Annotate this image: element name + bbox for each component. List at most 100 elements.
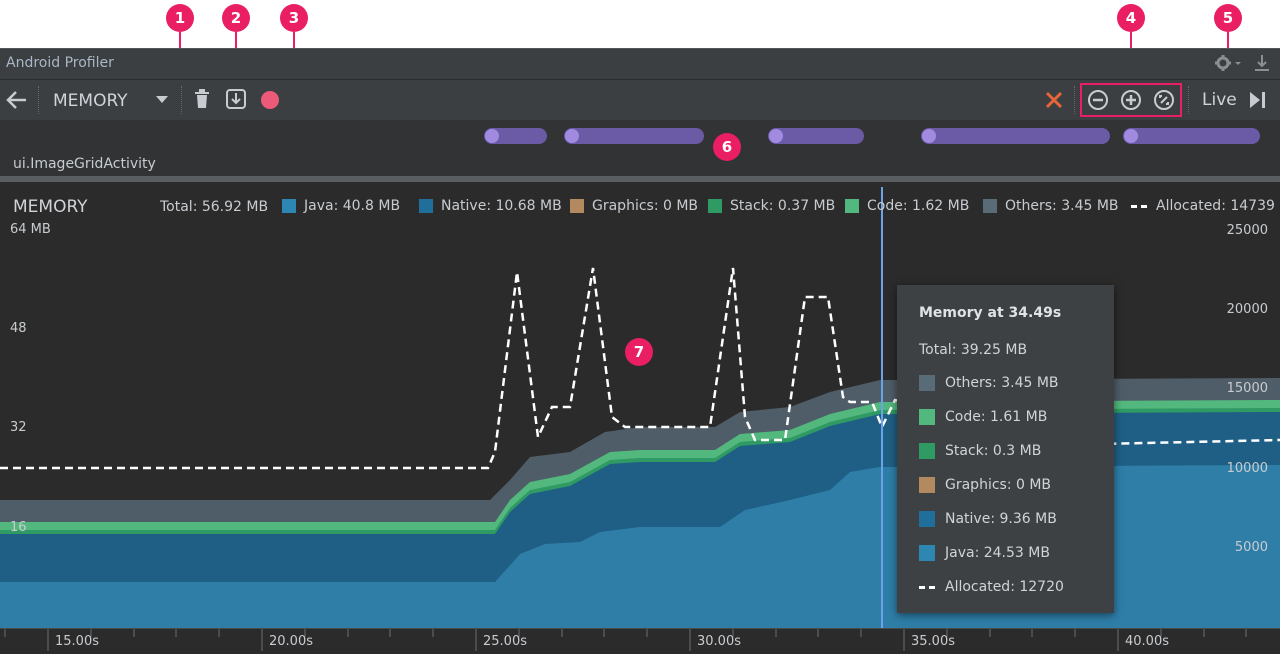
tooltip-title: Memory at 34.49s — [919, 305, 1062, 321]
tooltip-row-label: Graphics: 0 MB — [945, 477, 1052, 493]
activity-bars — [484, 128, 1260, 144]
heap-dump-icon[interactable] — [226, 89, 246, 109]
legend-label: Others: 3.45 MB — [1005, 198, 1119, 214]
legend-swatch-java — [282, 199, 296, 213]
tooltip-swatch — [919, 409, 935, 425]
legend-java: Java: 40.8 MB — [282, 198, 400, 214]
toolbar-separator — [38, 86, 39, 114]
callout-6: 6 — [713, 133, 741, 161]
gear-icon[interactable] — [1214, 54, 1244, 72]
toolbar-separator — [1188, 86, 1189, 114]
right-axis-label: 15000 — [1226, 381, 1268, 396]
legend-native: Native: 10.68 MB — [419, 198, 562, 214]
toolbar-separator — [181, 86, 182, 114]
tooltip-row-stack: Stack: 0.3 MB — [919, 443, 1041, 459]
legend-swatch-others — [983, 199, 997, 213]
activity-bar[interactable] — [564, 128, 704, 144]
callout-3: 3 — [280, 4, 308, 32]
back-arrow-icon[interactable] — [6, 90, 28, 110]
zoom-out-icon[interactable] — [1087, 89, 1109, 111]
memory-total: Total: 56.92 MB — [160, 199, 269, 215]
close-icon[interactable] — [1045, 91, 1063, 109]
legend-graphics: Graphics: 0 MB — [570, 198, 698, 214]
legend-swatch-code — [845, 199, 859, 213]
activity-bar[interactable] — [1123, 128, 1260, 144]
jump-to-live-icon[interactable] — [1248, 91, 1268, 109]
activity-bar[interactable] — [768, 128, 864, 144]
legend-label: Stack: 0.37 MB — [730, 198, 836, 214]
callout-7: 7 — [625, 338, 653, 366]
legend-others: Others: 3.45 MB — [983, 198, 1119, 214]
callout-2: 2 — [222, 4, 250, 32]
legend-swatch-native — [419, 199, 433, 213]
time-axis[interactable]: 15.00s 20.00s 25.00s 30.00s 35.00s 40.00… — [0, 628, 1280, 654]
tooltip-swatch — [919, 443, 935, 459]
tooltip-row-label: Others: 3.45 MB — [945, 375, 1059, 391]
time-axis-label: 20.00s — [269, 634, 313, 649]
time-axis-label: 40.00s — [1125, 634, 1169, 649]
left-axis-label: 48 — [10, 321, 27, 336]
tooltip-swatch — [919, 545, 935, 561]
memory-title: MEMORY — [13, 197, 88, 217]
activity-bar[interactable] — [921, 128, 1110, 144]
legend-swatch-allocated — [1131, 204, 1147, 208]
legend-swatch-stack — [708, 199, 722, 213]
window-title: Android Profiler — [6, 55, 114, 71]
allocated-line — [0, 267, 1280, 470]
time-axis-label: 35.00s — [911, 634, 955, 649]
legend-label: Allocated: 14739 — [1156, 198, 1275, 214]
tooltip-row-graphics: Graphics: 0 MB — [919, 477, 1051, 493]
callout-4: 4 — [1117, 4, 1145, 32]
legend-swatch-graphics — [570, 199, 584, 213]
callout-bar: 1 2 3 4 5 — [0, 0, 1280, 99]
tooltip-row-label: Java: 24.53 MB — [945, 545, 1050, 561]
right-axis-label: 5000 — [1234, 540, 1268, 555]
legend-label: Native: 10.68 MB — [441, 198, 562, 214]
legend-allocated: Allocated: 14739 — [1131, 198, 1275, 214]
profiler-select[interactable]: MEMORY — [53, 91, 128, 111]
time-axis-label: 15.00s — [55, 634, 99, 649]
tooltip-row-label: Native: 9.36 MB — [945, 511, 1057, 527]
activity-label: ui.ImageGridActivity — [13, 156, 156, 172]
tooltip-row-others: Others: 3.45 MB — [919, 375, 1059, 391]
record-icon[interactable] — [260, 90, 280, 110]
memory-tooltip: Memory at 34.49s Total: 39.25 MB Others:… — [897, 285, 1114, 613]
download-icon[interactable] — [1254, 53, 1270, 73]
window-titlebar: Android Profiler — [0, 48, 1280, 79]
toolbar-separator — [1074, 86, 1075, 114]
chevron-down-icon[interactable] — [156, 96, 168, 104]
tooltip-row-native: Native: 9.36 MB — [919, 511, 1057, 527]
pane-divider[interactable] — [0, 176, 1280, 182]
right-axis-label: 25000 — [1226, 223, 1268, 238]
tooltip-swatch — [919, 375, 935, 391]
tooltip-row-code: Code: 1.61 MB — [919, 409, 1047, 425]
time-axis-label: 25.00s — [483, 634, 527, 649]
tooltip-swatch — [919, 477, 935, 493]
legend-stack: Stack: 0.37 MB — [708, 198, 835, 214]
legend-code: Code: 1.62 MB — [845, 198, 969, 214]
event-timeline: 6 ui.ImageGridActivity — [0, 120, 1280, 176]
time-axis-label: 30.00s — [697, 634, 741, 649]
right-axis-label: 20000 — [1226, 302, 1268, 317]
live-button[interactable]: Live — [1202, 90, 1237, 110]
tooltip-swatch — [919, 511, 935, 527]
memory-chart[interactable]: MEMORY Total: 56.92 MB Java: 40.8 MB Nat… — [0, 182, 1280, 628]
tooltip-row-label: Code: 1.61 MB — [945, 409, 1048, 425]
reset-zoom-icon[interactable] — [1153, 89, 1175, 111]
trash-icon[interactable] — [194, 89, 210, 109]
tooltip-total: Total: 39.25 MB — [919, 342, 1028, 358]
time-axis-ticks — [4, 629, 1247, 651]
left-axis-label: 64 MB — [10, 222, 51, 237]
tooltip-row-label: Allocated: 12720 — [945, 579, 1064, 595]
activity-bar[interactable] — [484, 128, 547, 144]
tooltip-row-java: Java: 24.53 MB — [919, 545, 1050, 561]
left-axis-label: 16 — [10, 520, 27, 535]
left-axis-label: 32 — [10, 420, 27, 435]
profiler-toolbar: MEMORY Live — [0, 79, 1280, 121]
legend-label: Java: 40.8 MB — [304, 198, 401, 214]
callout-5: 5 — [1214, 4, 1242, 32]
zoom-in-icon[interactable] — [1120, 89, 1142, 111]
legend-label: Code: 1.62 MB — [867, 198, 970, 214]
callout-1: 1 — [166, 4, 194, 32]
right-axis-label: 10000 — [1226, 461, 1268, 476]
